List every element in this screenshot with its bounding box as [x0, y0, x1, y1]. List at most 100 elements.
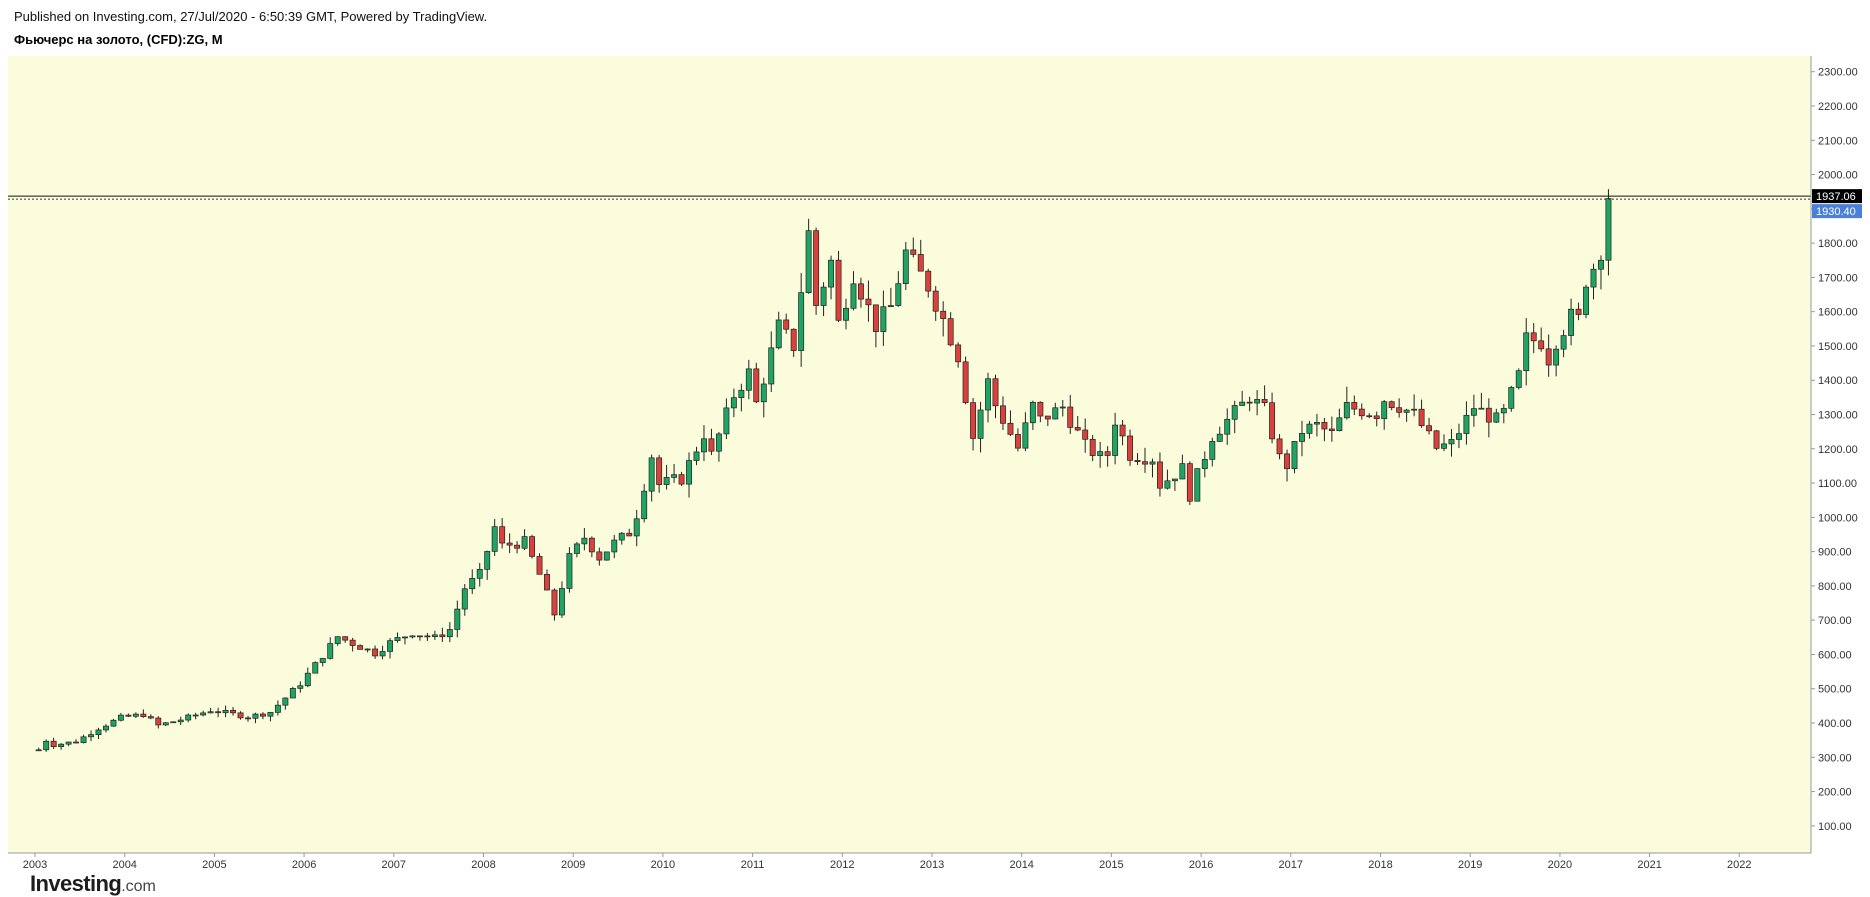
candle-up [843, 307, 849, 321]
price-tick-label: 200.00 [1818, 787, 1852, 799]
candle-up [611, 539, 618, 553]
candles-layer [35, 189, 1612, 752]
candle-down [237, 712, 244, 719]
candle-up [387, 640, 393, 652]
candle-up [581, 537, 588, 545]
candle-up [476, 568, 483, 579]
year-tick-label: 2017 [1279, 859, 1303, 871]
candle-down [260, 713, 266, 717]
candle-down [753, 368, 760, 403]
candle-down [1044, 415, 1051, 420]
price-tick-label: 2300.00 [1818, 67, 1858, 79]
candle-up [1463, 414, 1470, 434]
year-tick-label: 2022 [1727, 859, 1751, 871]
price-tick-label: 1100.00 [1818, 478, 1857, 490]
candle-up [297, 685, 304, 689]
price-tick-label: 700.00 [1818, 615, 1852, 627]
candle-down [1037, 401, 1044, 417]
candle-down [1119, 424, 1126, 437]
candle-up [895, 283, 902, 306]
candle-down [1418, 408, 1425, 427]
candle-up [1299, 433, 1305, 442]
candle-down [424, 635, 431, 638]
candle-down [1351, 402, 1358, 410]
candle-up [1500, 407, 1507, 414]
candle-up [177, 719, 184, 723]
candle-up [274, 704, 281, 713]
candle-down [925, 270, 932, 292]
candle-up [110, 719, 117, 727]
candle-up [1605, 198, 1612, 261]
candle-down [1127, 435, 1133, 461]
candle-up [252, 713, 259, 719]
candle-up [431, 634, 438, 638]
price-tick-label: 1200.00 [1818, 444, 1858, 456]
candle-down [857, 283, 864, 300]
candle-up [88, 734, 94, 738]
candle-up [715, 433, 722, 452]
candle-up [454, 608, 461, 630]
candle-up [820, 286, 827, 306]
candle-down [1000, 405, 1006, 424]
candle-up [880, 306, 887, 332]
candle-up [1306, 423, 1313, 434]
price-tick-label: 400.00 [1818, 718, 1852, 730]
candle-up [1403, 409, 1410, 413]
candle-up [469, 577, 476, 590]
candle-up [491, 526, 498, 552]
year-tick-label: 2016 [1189, 859, 1213, 871]
year-tick-label: 2007 [382, 859, 406, 871]
candle-up [364, 648, 371, 651]
candle-up [95, 729, 102, 735]
candle-up [267, 712, 274, 717]
price-lines-layer [8, 195, 1811, 200]
candle-down [499, 526, 506, 544]
candle-down [514, 544, 521, 549]
candle-down [1014, 434, 1021, 449]
price-tick-label: 900.00 [1818, 547, 1852, 559]
candle-up [1052, 407, 1059, 420]
candle-up [1411, 408, 1418, 411]
candle-down [1067, 406, 1074, 428]
candle-down [588, 537, 595, 553]
candle-down [917, 254, 924, 272]
candle-up [192, 714, 199, 717]
chart-plot-area[interactable]: Investing.com [8, 56, 1811, 896]
candle-up [663, 477, 670, 485]
candle-up [132, 713, 139, 717]
candle-up [1598, 259, 1604, 270]
candle-up [1508, 387, 1515, 409]
candle-up [887, 305, 894, 308]
candle-up [207, 711, 214, 714]
candle-down [678, 474, 685, 485]
price-axis: 100.00 200.00 300.00 400.00 500.00 600.00 700.… [1810, 56, 1862, 853]
price-tick-label: 300.00 [1818, 752, 1852, 764]
candle-down [1485, 407, 1492, 423]
candle-down [932, 290, 939, 312]
candle-up [1313, 422, 1320, 425]
year-tick-label: 2008 [471, 859, 495, 871]
candle-down [155, 717, 162, 726]
candle-up [775, 319, 782, 349]
candle-up [409, 635, 416, 638]
candle-down [215, 711, 222, 714]
candle-down [230, 709, 236, 714]
candle-up [618, 532, 625, 541]
candle-up [1059, 406, 1066, 409]
candle-up [103, 725, 109, 731]
candle-up [566, 553, 573, 589]
candle-down [1261, 399, 1268, 404]
candle-down [357, 645, 364, 650]
candle-up [334, 636, 341, 644]
candle-down [245, 717, 251, 720]
candle-up [319, 658, 326, 663]
candle-up [1291, 441, 1298, 470]
candle-up [641, 490, 648, 520]
year-tick-label: 2012 [830, 859, 854, 871]
price-tick-label: 1700.00 [1818, 272, 1858, 284]
candle-up [1224, 418, 1231, 435]
year-tick-label: 2014 [1009, 859, 1033, 871]
candle-down [1074, 427, 1081, 431]
candle-up [446, 629, 453, 638]
candle-down [536, 556, 543, 575]
